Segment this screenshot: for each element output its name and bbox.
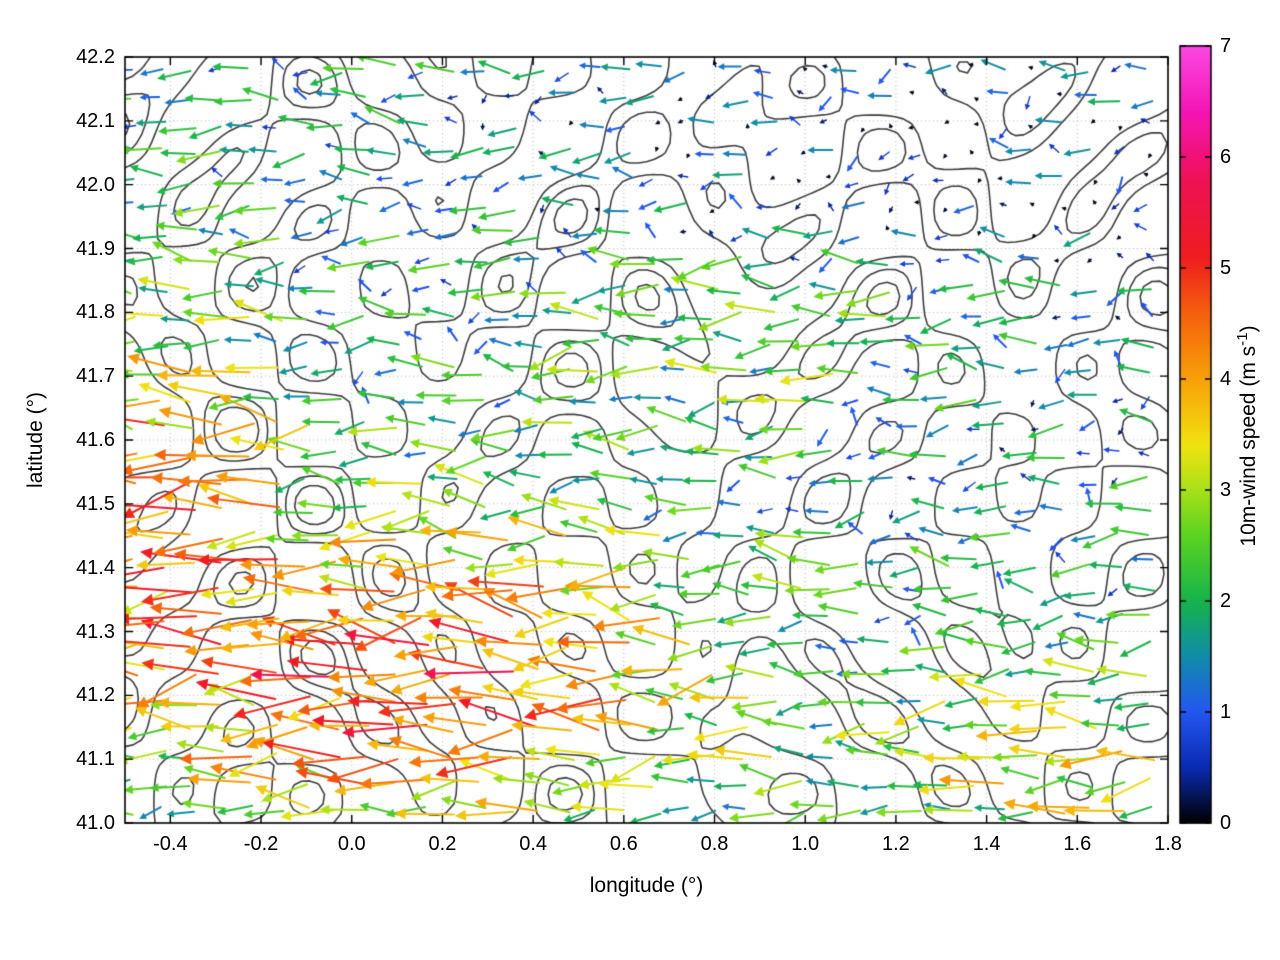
colorbar-title-main: 10m-wind speed (m s: [1237, 345, 1260, 547]
colorbar-title-text: 10m-wind speed (m s-1): [1234, 325, 1261, 547]
x-axis-title: longitude (°): [589, 874, 704, 897]
colorbar-title-close: ): [1237, 325, 1260, 333]
y-axis-title-text: latitude (°): [24, 392, 47, 488]
colorbar-title-superscript: -1: [1234, 332, 1252, 346]
